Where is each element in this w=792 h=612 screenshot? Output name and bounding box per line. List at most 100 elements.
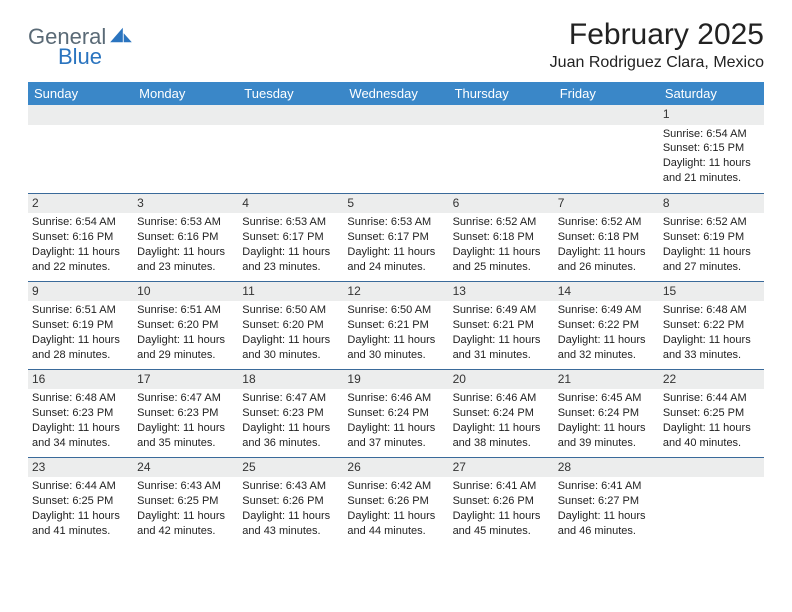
sunset-text: Sunset: 6:20 PM (242, 318, 339, 333)
calendar-cell: 19Sunrise: 6:46 AMSunset: 6:24 PMDayligh… (343, 369, 448, 457)
daylight-text: Daylight: 11 hours and 31 minutes. (453, 333, 550, 363)
day-detail: Sunrise: 6:52 AMSunset: 6:18 PMDaylight:… (449, 213, 554, 278)
day-number: 6 (449, 194, 554, 214)
day-detail: Sunrise: 6:41 AMSunset: 6:27 PMDaylight:… (554, 477, 659, 542)
day-detail: Sunrise: 6:43 AMSunset: 6:26 PMDaylight:… (238, 477, 343, 542)
calendar-cell (343, 105, 448, 193)
day-number: 20 (449, 370, 554, 390)
day-detail: Sunrise: 6:47 AMSunset: 6:23 PMDaylight:… (238, 389, 343, 454)
sunrise-text: Sunrise: 6:53 AM (347, 215, 444, 230)
calendar-cell: 24Sunrise: 6:43 AMSunset: 6:25 PMDayligh… (133, 457, 238, 545)
calendar-cell: 9Sunrise: 6:51 AMSunset: 6:19 PMDaylight… (28, 281, 133, 369)
sunset-text: Sunset: 6:22 PM (663, 318, 760, 333)
sunset-text: Sunset: 6:19 PM (32, 318, 129, 333)
sunrise-text: Sunrise: 6:47 AM (137, 391, 234, 406)
sunrise-text: Sunrise: 6:48 AM (32, 391, 129, 406)
header: General Blue February 2025 Juan Rodrigue… (28, 18, 764, 72)
calendar-cell: 15Sunrise: 6:48 AMSunset: 6:22 PMDayligh… (659, 281, 764, 369)
day-detail: Sunrise: 6:46 AMSunset: 6:24 PMDaylight:… (449, 389, 554, 454)
calendar-cell (659, 457, 764, 545)
daylight-text: Daylight: 11 hours and 28 minutes. (32, 333, 129, 363)
day-number: 2 (28, 194, 133, 214)
day-detail: Sunrise: 6:43 AMSunset: 6:25 PMDaylight:… (133, 477, 238, 542)
calendar-cell: 3Sunrise: 6:53 AMSunset: 6:16 PMDaylight… (133, 193, 238, 281)
calendar-cell: 14Sunrise: 6:49 AMSunset: 6:22 PMDayligh… (554, 281, 659, 369)
calendar-week-row: 23Sunrise: 6:44 AMSunset: 6:25 PMDayligh… (28, 457, 764, 545)
sunset-text: Sunset: 6:21 PM (347, 318, 444, 333)
daylight-text: Daylight: 11 hours and 36 minutes. (242, 421, 339, 451)
weekday-header: Sunday (28, 82, 133, 105)
calendar-cell: 12Sunrise: 6:50 AMSunset: 6:21 PMDayligh… (343, 281, 448, 369)
day-number: 17 (133, 370, 238, 390)
weekday-header: Friday (554, 82, 659, 105)
calendar-table: Sunday Monday Tuesday Wednesday Thursday… (28, 82, 764, 545)
calendar-cell: 5Sunrise: 6:53 AMSunset: 6:17 PMDaylight… (343, 193, 448, 281)
weekday-header: Monday (133, 82, 238, 105)
day-number: 21 (554, 370, 659, 390)
day-number: 7 (554, 194, 659, 214)
daylight-text: Daylight: 11 hours and 26 minutes. (558, 245, 655, 275)
day-number: 4 (238, 194, 343, 214)
daylight-text: Daylight: 11 hours and 23 minutes. (242, 245, 339, 275)
sunrise-text: Sunrise: 6:49 AM (558, 303, 655, 318)
calendar-cell: 25Sunrise: 6:43 AMSunset: 6:26 PMDayligh… (238, 457, 343, 545)
daylight-text: Daylight: 11 hours and 43 minutes. (242, 509, 339, 539)
day-detail: Sunrise: 6:49 AMSunset: 6:21 PMDaylight:… (449, 301, 554, 366)
day-detail: Sunrise: 6:53 AMSunset: 6:17 PMDaylight:… (238, 213, 343, 278)
weekday-header: Wednesday (343, 82, 448, 105)
day-detail: Sunrise: 6:44 AMSunset: 6:25 PMDaylight:… (659, 389, 764, 454)
day-number: 28 (554, 458, 659, 478)
sunrise-text: Sunrise: 6:52 AM (558, 215, 655, 230)
daylight-text: Daylight: 11 hours and 23 minutes. (137, 245, 234, 275)
sunrise-text: Sunrise: 6:41 AM (558, 479, 655, 494)
sunset-text: Sunset: 6:18 PM (453, 230, 550, 245)
calendar-cell: 13Sunrise: 6:49 AMSunset: 6:21 PMDayligh… (449, 281, 554, 369)
sunrise-text: Sunrise: 6:50 AM (242, 303, 339, 318)
day-number (343, 105, 448, 125)
day-number (133, 105, 238, 125)
sunrise-text: Sunrise: 6:54 AM (663, 127, 760, 142)
daylight-text: Daylight: 11 hours and 25 minutes. (453, 245, 550, 275)
weekday-header: Saturday (659, 82, 764, 105)
day-number: 3 (133, 194, 238, 214)
sunset-text: Sunset: 6:25 PM (663, 406, 760, 421)
day-detail: Sunrise: 6:45 AMSunset: 6:24 PMDaylight:… (554, 389, 659, 454)
sunrise-text: Sunrise: 6:51 AM (137, 303, 234, 318)
sunrise-text: Sunrise: 6:51 AM (32, 303, 129, 318)
sunrise-text: Sunrise: 6:53 AM (137, 215, 234, 230)
daylight-text: Daylight: 11 hours and 22 minutes. (32, 245, 129, 275)
daylight-text: Daylight: 11 hours and 37 minutes. (347, 421, 444, 451)
day-detail: Sunrise: 6:44 AMSunset: 6:25 PMDaylight:… (28, 477, 133, 542)
daylight-text: Daylight: 11 hours and 45 minutes. (453, 509, 550, 539)
daylight-text: Daylight: 11 hours and 41 minutes. (32, 509, 129, 539)
day-number: 14 (554, 282, 659, 302)
day-number (28, 105, 133, 125)
calendar-cell: 21Sunrise: 6:45 AMSunset: 6:24 PMDayligh… (554, 369, 659, 457)
daylight-text: Daylight: 11 hours and 30 minutes. (347, 333, 444, 363)
day-number: 25 (238, 458, 343, 478)
calendar-week-row: 1Sunrise: 6:54 AMSunset: 6:15 PMDaylight… (28, 105, 764, 193)
sunrise-text: Sunrise: 6:53 AM (242, 215, 339, 230)
day-number: 9 (28, 282, 133, 302)
day-number: 15 (659, 282, 764, 302)
sunset-text: Sunset: 6:26 PM (453, 494, 550, 509)
sunset-text: Sunset: 6:18 PM (558, 230, 655, 245)
calendar-cell: 20Sunrise: 6:46 AMSunset: 6:24 PMDayligh… (449, 369, 554, 457)
sail-icon (110, 26, 132, 44)
day-detail: Sunrise: 6:52 AMSunset: 6:18 PMDaylight:… (554, 213, 659, 278)
calendar-cell: 28Sunrise: 6:41 AMSunset: 6:27 PMDayligh… (554, 457, 659, 545)
day-detail: Sunrise: 6:53 AMSunset: 6:17 PMDaylight:… (343, 213, 448, 278)
calendar-cell (449, 105, 554, 193)
calendar-cell: 22Sunrise: 6:44 AMSunset: 6:25 PMDayligh… (659, 369, 764, 457)
calendar-cell: 18Sunrise: 6:47 AMSunset: 6:23 PMDayligh… (238, 369, 343, 457)
sunrise-text: Sunrise: 6:45 AM (558, 391, 655, 406)
sunrise-text: Sunrise: 6:43 AM (137, 479, 234, 494)
day-number (659, 458, 764, 478)
daylight-text: Daylight: 11 hours and 24 minutes. (347, 245, 444, 275)
day-number: 11 (238, 282, 343, 302)
calendar-week-row: 16Sunrise: 6:48 AMSunset: 6:23 PMDayligh… (28, 369, 764, 457)
sunset-text: Sunset: 6:23 PM (137, 406, 234, 421)
sunrise-text: Sunrise: 6:44 AM (32, 479, 129, 494)
day-detail: Sunrise: 6:54 AMSunset: 6:16 PMDaylight:… (28, 213, 133, 278)
day-detail: Sunrise: 6:49 AMSunset: 6:22 PMDaylight:… (554, 301, 659, 366)
